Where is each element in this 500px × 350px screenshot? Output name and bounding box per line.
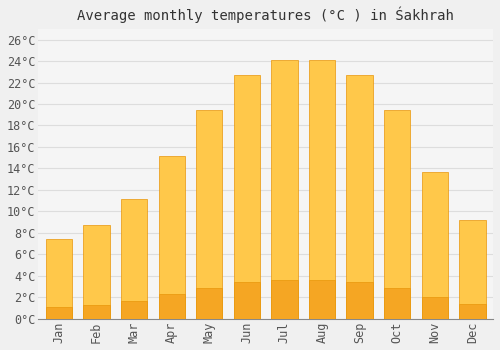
Bar — [272, 60, 297, 319]
Bar — [234, 282, 260, 319]
Bar — [422, 172, 448, 319]
Bar — [384, 288, 410, 319]
Bar — [84, 225, 110, 319]
Bar — [46, 307, 72, 319]
Bar — [121, 198, 147, 319]
Bar — [346, 75, 373, 319]
Bar — [272, 280, 297, 319]
Bar — [158, 155, 185, 319]
Bar — [459, 304, 485, 319]
Bar — [196, 111, 222, 319]
Bar — [309, 60, 335, 319]
Bar — [46, 239, 72, 319]
Bar — [234, 75, 260, 319]
Bar — [84, 305, 110, 319]
Bar — [459, 220, 485, 319]
Bar — [422, 297, 448, 319]
Bar — [196, 288, 222, 319]
Bar — [158, 294, 185, 319]
Bar — [346, 282, 373, 319]
Bar — [121, 301, 147, 319]
Title: Average monthly temperatures (°C ) in Śakhrah: Average monthly temperatures (°C ) in Śa… — [77, 7, 454, 23]
Bar — [384, 111, 410, 319]
Bar — [309, 280, 335, 319]
